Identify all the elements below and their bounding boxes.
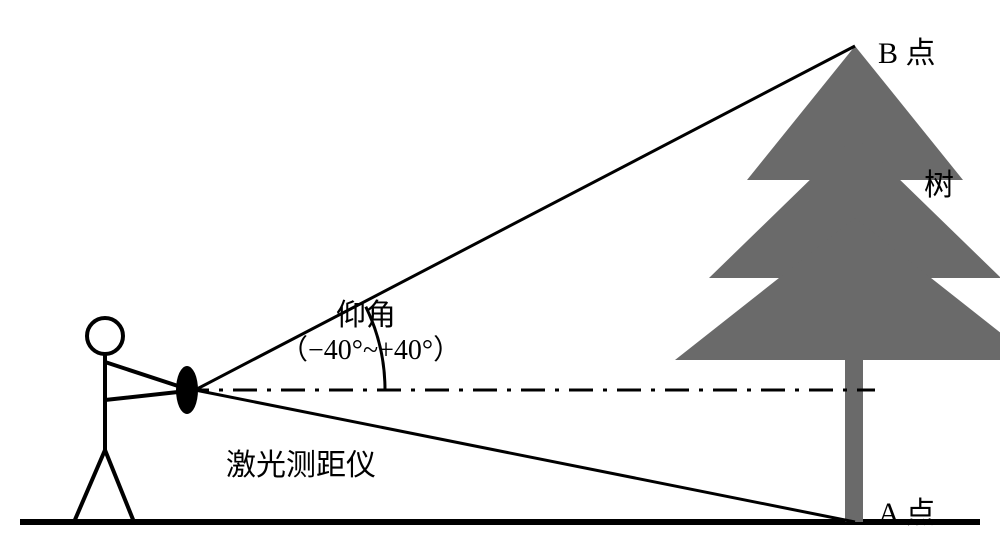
label-tree: 树: [924, 160, 954, 204]
label-device-name: 激光测距仪: [226, 440, 376, 484]
figure-arm-top: [105, 362, 178, 386]
label-point-b: B 点: [878, 28, 936, 72]
rangefinder-icon: [176, 366, 198, 414]
figure-arm-bottom: [105, 392, 178, 400]
figure-head: [87, 318, 123, 354]
figure-leg-left: [74, 450, 105, 522]
tree-trunk: [845, 348, 863, 522]
label-point-a: A 点: [878, 488, 936, 532]
label-elevation-range: （−40°~+40°）: [280, 328, 461, 368]
diagram-svg: [0, 0, 1000, 556]
figure-leg-right: [105, 450, 134, 522]
